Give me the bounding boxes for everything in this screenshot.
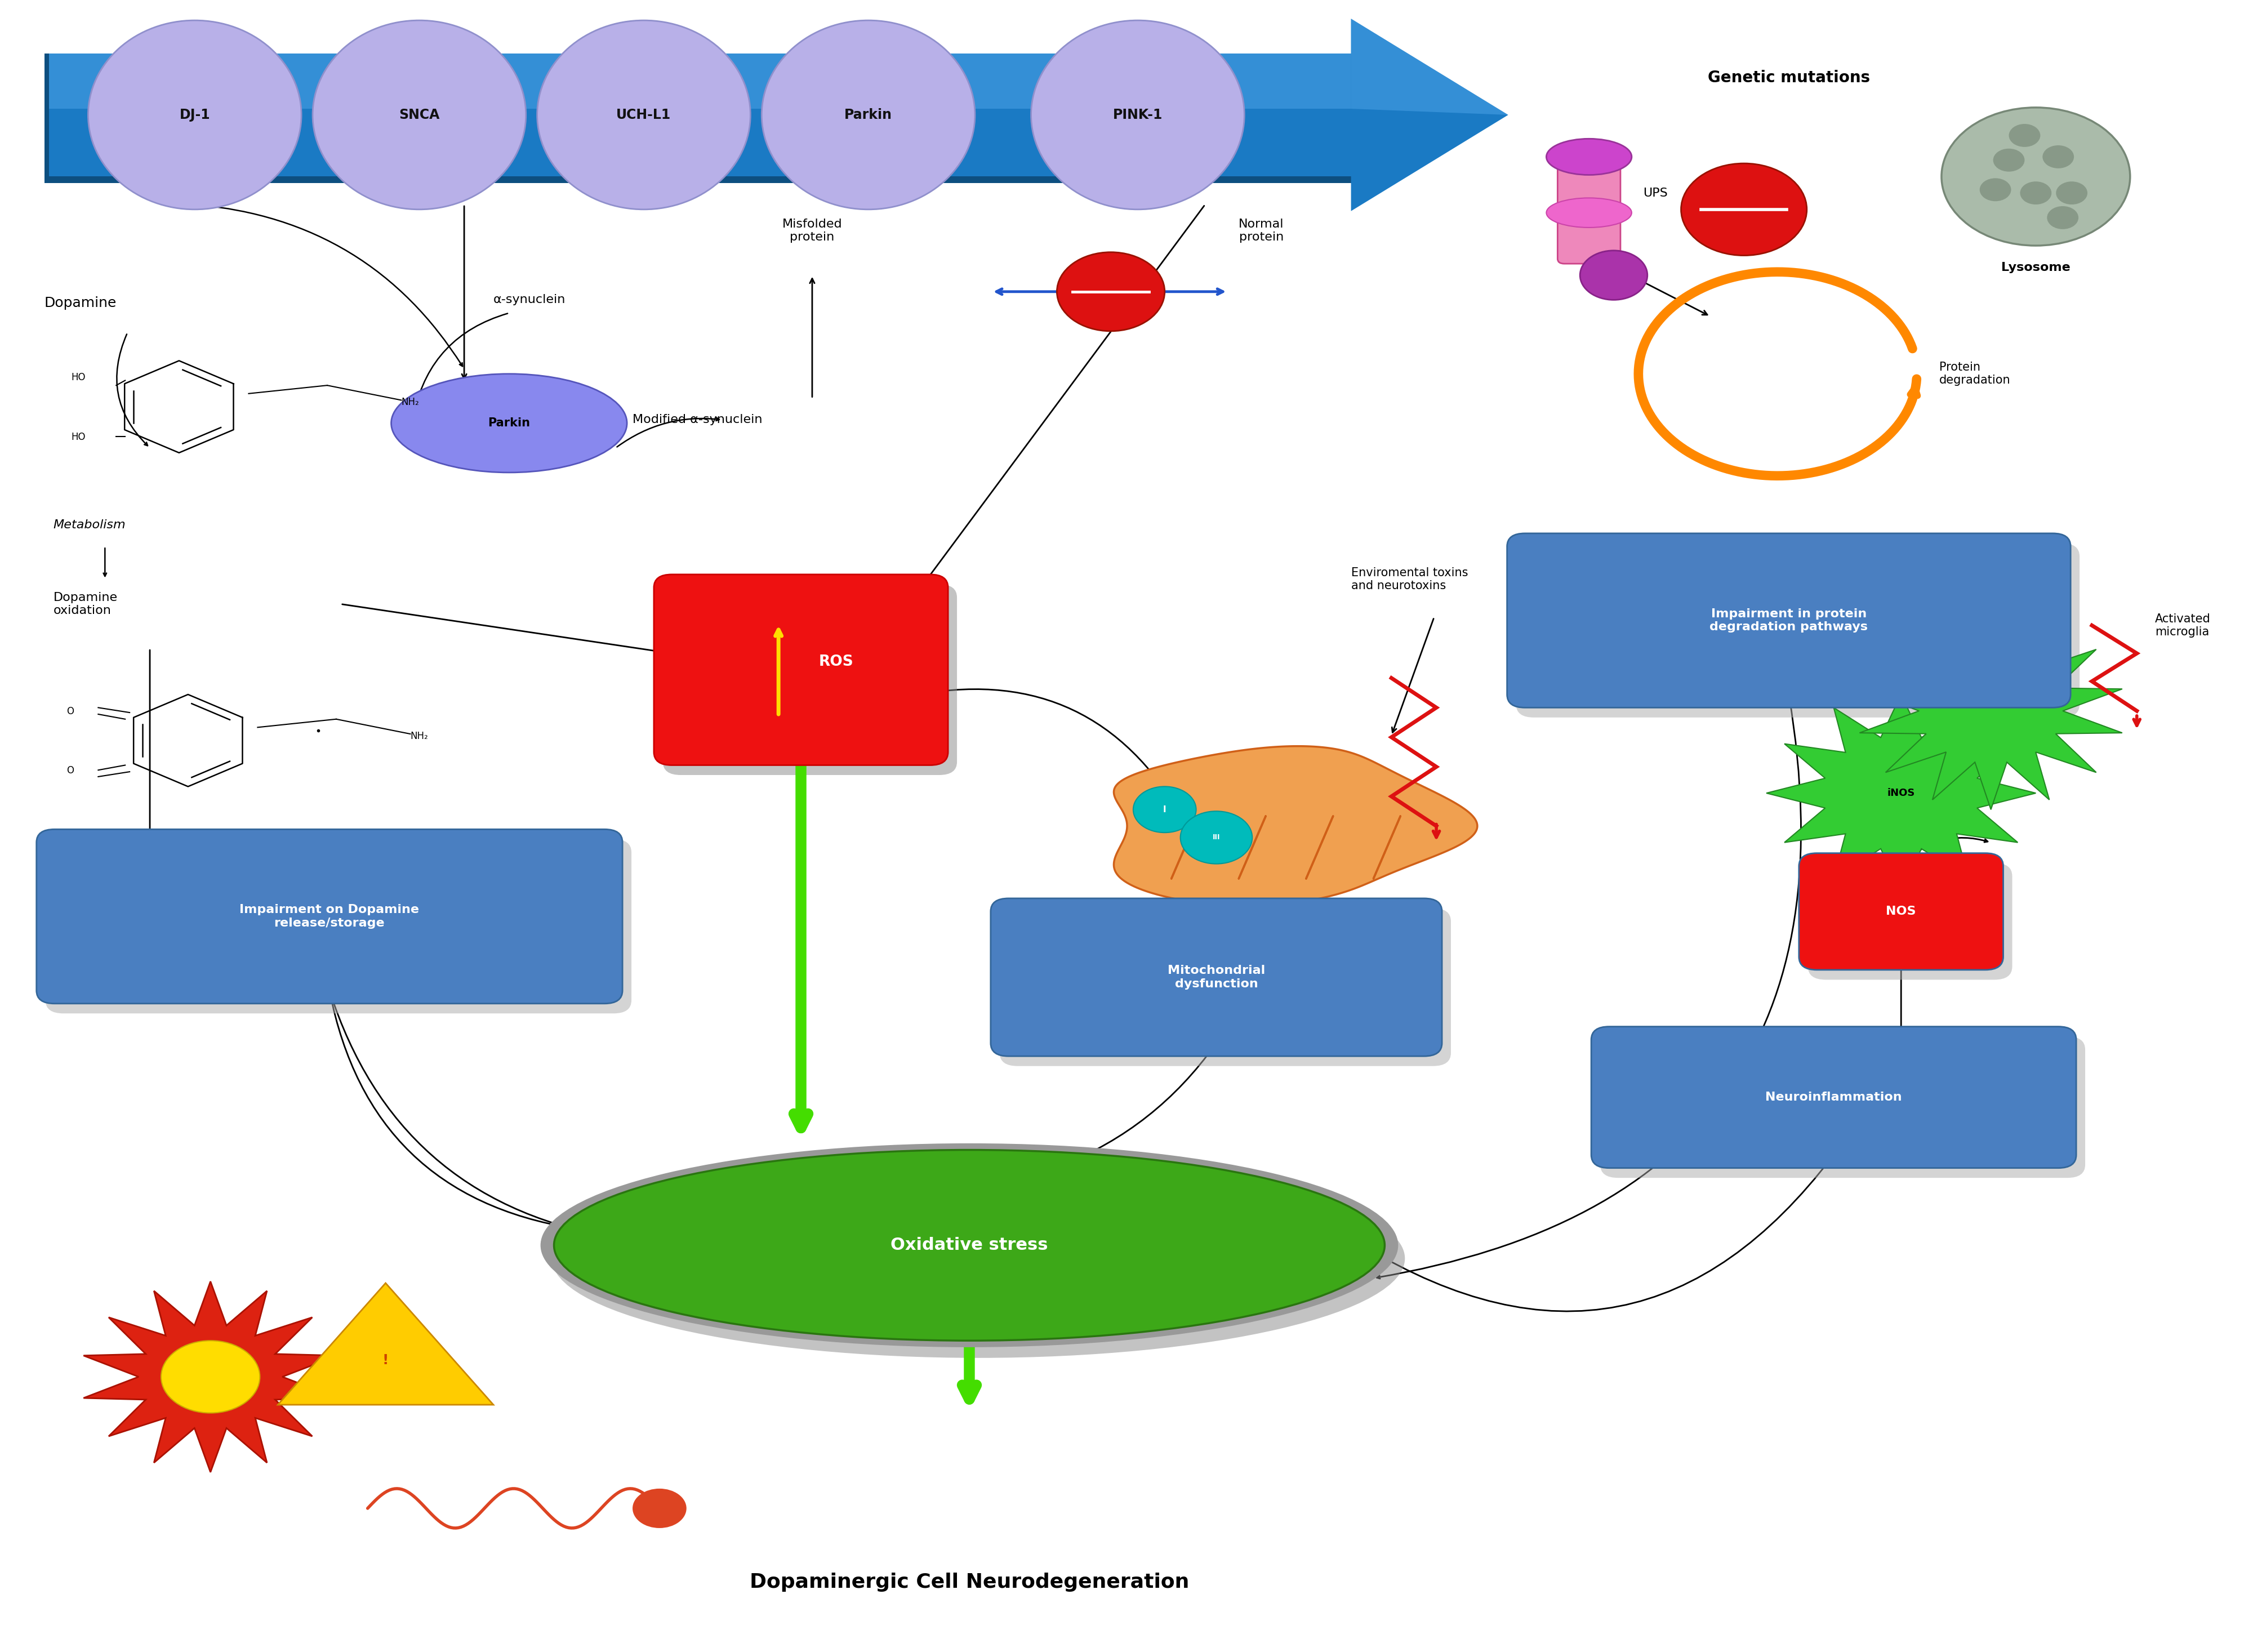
Text: Modified α-synuclein: Modified α-synuclein bbox=[633, 415, 762, 426]
Text: UCH-L1: UCH-L1 bbox=[617, 107, 671, 122]
Circle shape bbox=[2043, 145, 2075, 169]
Polygon shape bbox=[1352, 18, 1507, 116]
Circle shape bbox=[1994, 149, 2025, 172]
FancyBboxPatch shape bbox=[662, 585, 958, 775]
Text: iNOS: iNOS bbox=[1888, 788, 1915, 798]
Ellipse shape bbox=[536, 20, 750, 210]
Ellipse shape bbox=[313, 20, 525, 210]
Text: !: ! bbox=[383, 1353, 390, 1368]
Text: NOS: NOS bbox=[1886, 905, 1915, 917]
FancyBboxPatch shape bbox=[653, 575, 949, 765]
Text: O: O bbox=[68, 765, 74, 776]
Ellipse shape bbox=[541, 1143, 1399, 1346]
Text: Impairment on Dopamine
release/storage: Impairment on Dopamine release/storage bbox=[239, 904, 419, 928]
Text: Oxidative stress: Oxidative stress bbox=[890, 1237, 1048, 1254]
Text: Parkin: Parkin bbox=[845, 107, 892, 122]
Text: Impairment in protein
degradation pathways: Impairment in protein degradation pathwa… bbox=[1710, 608, 1868, 633]
FancyBboxPatch shape bbox=[36, 829, 622, 1003]
Text: Lysosome: Lysosome bbox=[2001, 263, 2071, 273]
Circle shape bbox=[2057, 182, 2089, 205]
Ellipse shape bbox=[1032, 20, 1244, 210]
Circle shape bbox=[160, 1341, 259, 1412]
FancyBboxPatch shape bbox=[1557, 159, 1620, 264]
FancyBboxPatch shape bbox=[1591, 1026, 2077, 1168]
FancyBboxPatch shape bbox=[1507, 534, 2071, 707]
Text: III: III bbox=[1212, 834, 1221, 841]
Ellipse shape bbox=[88, 20, 302, 210]
FancyBboxPatch shape bbox=[1516, 544, 2080, 717]
Ellipse shape bbox=[762, 20, 976, 210]
Circle shape bbox=[1181, 811, 1253, 864]
Polygon shape bbox=[1352, 18, 1507, 211]
Polygon shape bbox=[83, 1282, 338, 1472]
Text: Mitochondrial
dysfunction: Mitochondrial dysfunction bbox=[1167, 965, 1266, 990]
Circle shape bbox=[1057, 253, 1165, 330]
Text: Dopamine: Dopamine bbox=[45, 296, 117, 311]
Ellipse shape bbox=[1546, 198, 1631, 228]
Text: Enviromental toxins
and neurotoxins: Enviromental toxins and neurotoxins bbox=[1352, 567, 1469, 591]
Ellipse shape bbox=[1546, 139, 1631, 175]
Text: Dopaminergic Cell Neurodegeneration: Dopaminergic Cell Neurodegeneration bbox=[750, 1573, 1190, 1593]
FancyBboxPatch shape bbox=[1798, 852, 2003, 970]
Text: Misfolded
protein: Misfolded protein bbox=[782, 218, 843, 243]
Ellipse shape bbox=[552, 1160, 1406, 1358]
FancyBboxPatch shape bbox=[991, 899, 1442, 1056]
Polygon shape bbox=[1859, 613, 2122, 809]
Ellipse shape bbox=[554, 1150, 1386, 1341]
FancyBboxPatch shape bbox=[50, 53, 1352, 177]
Text: ROS: ROS bbox=[818, 654, 854, 669]
Text: PINK-1: PINK-1 bbox=[1113, 107, 1163, 122]
Text: Neuroinflammation: Neuroinflammation bbox=[1766, 1092, 1902, 1104]
Text: I: I bbox=[1163, 805, 1167, 814]
Circle shape bbox=[1942, 107, 2129, 246]
FancyBboxPatch shape bbox=[1807, 862, 2012, 980]
Text: DJ-1: DJ-1 bbox=[180, 107, 210, 122]
Circle shape bbox=[2048, 206, 2080, 230]
Circle shape bbox=[1133, 786, 1196, 833]
Circle shape bbox=[1980, 178, 2012, 202]
Ellipse shape bbox=[1579, 251, 1647, 301]
Text: Protein
degradation: Protein degradation bbox=[1940, 362, 2010, 387]
Text: SNCA: SNCA bbox=[399, 107, 439, 122]
Circle shape bbox=[2021, 182, 2052, 205]
Circle shape bbox=[633, 1488, 687, 1528]
Text: α-synuclein: α-synuclein bbox=[493, 294, 566, 306]
Text: HO: HO bbox=[72, 431, 86, 441]
Text: NH₂: NH₂ bbox=[410, 730, 428, 742]
Text: HO: HO bbox=[72, 373, 86, 383]
Polygon shape bbox=[1113, 747, 1478, 905]
Text: Parkin: Parkin bbox=[489, 418, 529, 430]
Circle shape bbox=[1681, 164, 1807, 256]
FancyBboxPatch shape bbox=[1000, 909, 1451, 1066]
FancyBboxPatch shape bbox=[1600, 1036, 2086, 1178]
Text: O: O bbox=[68, 707, 74, 717]
Text: Dopamine
oxidation: Dopamine oxidation bbox=[54, 591, 117, 616]
Text: Metabolism: Metabolism bbox=[54, 519, 126, 530]
Circle shape bbox=[2010, 124, 2041, 147]
FancyBboxPatch shape bbox=[50, 53, 1352, 109]
Text: UPS: UPS bbox=[1642, 187, 1667, 198]
Text: NH₂: NH₂ bbox=[401, 396, 419, 408]
Polygon shape bbox=[1766, 694, 2037, 892]
Ellipse shape bbox=[392, 373, 626, 472]
FancyBboxPatch shape bbox=[45, 53, 1356, 183]
Text: Genetic mutations: Genetic mutations bbox=[1708, 69, 1870, 86]
Polygon shape bbox=[277, 1284, 493, 1404]
FancyBboxPatch shape bbox=[45, 839, 631, 1013]
Text: Activated
microglia: Activated microglia bbox=[2154, 613, 2210, 638]
Text: Normal
protein: Normal protein bbox=[1239, 218, 1284, 243]
